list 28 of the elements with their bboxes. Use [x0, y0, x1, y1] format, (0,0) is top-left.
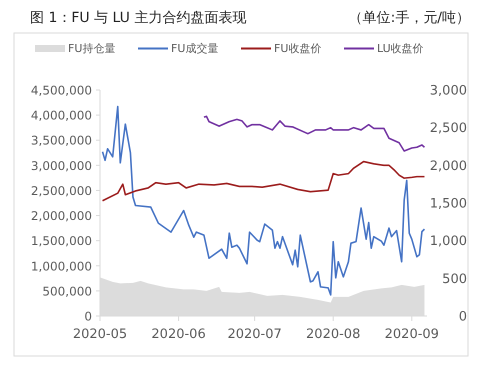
y2-tick-label: 0 — [458, 310, 467, 324]
y2-tick-label: 1,000 — [430, 234, 467, 250]
y2-tick-label: 3,000 — [430, 84, 467, 98]
x-tick-label: 2020-06 — [151, 327, 206, 342]
y-tick-label: 3,500,000 — [30, 134, 92, 148]
x-tick-label: 2020-05 — [72, 327, 128, 342]
chart-title: 图 1：FU 与 LU 主力合约盘面表现 — [30, 10, 246, 26]
y2-tick-label: 2,500 — [430, 121, 467, 136]
legend-label: LU收盘价 — [377, 42, 424, 55]
y2-tick-label: 500 — [442, 272, 467, 287]
y-tick-label: 500,000 — [42, 284, 92, 298]
y-tick-label: 2,500,000 — [30, 184, 92, 198]
y-tick-label: 3,000,000 — [30, 158, 92, 173]
legend-label: FU收盘价 — [274, 42, 322, 55]
y2-tick-label: 2,000 — [430, 158, 467, 174]
x-tick-label: 2020-08 — [306, 327, 360, 342]
x-tick-label: 2020-07 — [227, 327, 282, 342]
y2-tick-label: 1,500 — [430, 196, 467, 212]
y-tick-label: 1,000,000 — [30, 259, 92, 274]
y-tick-label: 2,000,000 — [30, 209, 92, 224]
y-tick-label: 4,500,000 — [30, 84, 92, 98]
legend-label: FU成交量 — [171, 42, 218, 55]
y-tick-label: 0 — [84, 310, 92, 324]
x-tick-label: 2020-09 — [384, 327, 439, 342]
y-tick-label: 1,500,000 — [30, 234, 92, 248]
legend-label: FU持仓量 — [68, 42, 116, 55]
chart-subtitle: （单位:手，元/吨） — [348, 10, 470, 26]
y-tick-label: 4,000,000 — [30, 108, 92, 123]
